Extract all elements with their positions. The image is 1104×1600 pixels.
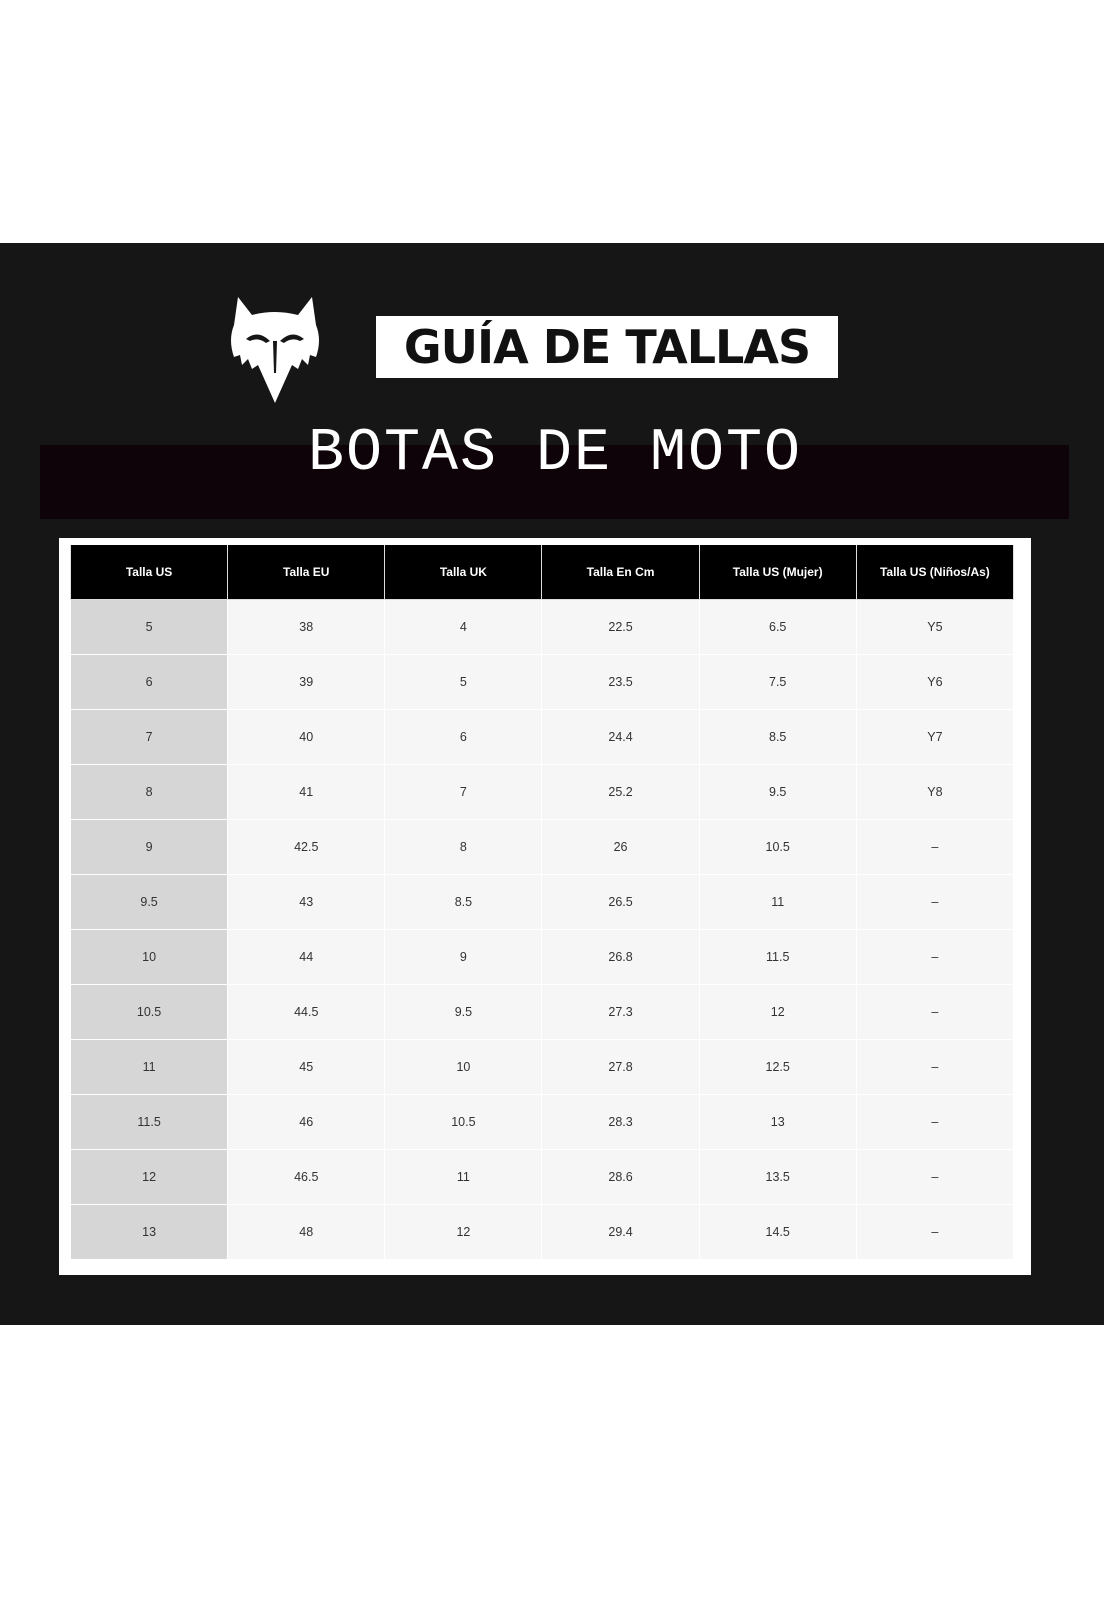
- table-cell: 27.8: [541, 1039, 700, 1095]
- table-cell: Y6: [855, 654, 1015, 710]
- table-row: 8 41 7 25.2 9.5 Y8: [69, 764, 1015, 820]
- table-cell: 43: [227, 874, 386, 930]
- table-cell: 28.6: [541, 1149, 700, 1205]
- page-title: GUÍA DE TALLAS: [403, 320, 811, 374]
- table-row: 12 46.5 11 28.6 13.5–: [69, 1149, 1015, 1205]
- column-header: Talla En Cm: [541, 545, 700, 600]
- table-cell: 41: [227, 764, 386, 820]
- table-cell: 7: [384, 764, 543, 820]
- table-row: 9.5 43 8.5 26.5 11–: [69, 874, 1015, 930]
- table-cell: 22.5: [541, 599, 700, 655]
- table-cell: 13: [69, 1204, 229, 1260]
- table-cell: 28.3: [541, 1094, 700, 1150]
- table-cell: 13.5: [698, 1149, 857, 1205]
- table-cell: 6.5: [698, 599, 857, 655]
- table-cell: 9.5: [698, 764, 857, 820]
- table-cell: 10.5: [69, 984, 229, 1040]
- table-cell: 4: [384, 599, 543, 655]
- table-cell: 27.3: [541, 984, 700, 1040]
- table-cell: 23.5: [541, 654, 700, 710]
- table-header-row: Talla US Talla EU Talla UK Talla En Cm Talla…: [69, 545, 1015, 600]
- table-cell: Y5: [855, 599, 1015, 655]
- table-cell: 46.5: [227, 1149, 386, 1205]
- table-cell: –: [855, 1039, 1015, 1095]
- table-cell: 12: [384, 1204, 543, 1260]
- table-cell: –: [855, 984, 1015, 1040]
- table-cell: 26.5: [541, 874, 700, 930]
- column-header: Talla EU: [227, 545, 386, 600]
- table-row: 10 44 9 26.8 11.5–: [69, 929, 1015, 985]
- table-cell: Y7: [855, 709, 1015, 765]
- table-cell: 12: [698, 984, 857, 1040]
- table-cell: 5: [69, 599, 229, 655]
- table-cell: 10.5: [384, 1094, 543, 1150]
- table-cell: 11: [384, 1149, 543, 1205]
- fox-head-logo-icon: [231, 297, 319, 403]
- table-cell: 8.5: [384, 874, 543, 930]
- table-cell: 12: [69, 1149, 229, 1205]
- table-cell: 9: [69, 819, 229, 875]
- table-cell: 45: [227, 1039, 386, 1095]
- table-cell: 10: [384, 1039, 543, 1095]
- table-row: 5 38 4 22.5 6.5 Y5: [69, 599, 1015, 655]
- column-header: Talla US: [69, 545, 229, 600]
- table-cell: 11.5: [698, 929, 857, 985]
- table-cell: 25.2: [541, 764, 700, 820]
- table-cell: 10: [69, 929, 229, 985]
- table-cell: 10.5: [698, 819, 857, 875]
- table-cell: 13: [698, 1094, 857, 1150]
- table-cell: 11: [698, 874, 857, 930]
- table-cell: 8: [384, 819, 543, 875]
- table-row: 11 45 10 27.8 12.5–: [69, 1039, 1015, 1095]
- subtitle-stripe: [40, 445, 1069, 519]
- table-cell: 39: [227, 654, 386, 710]
- table-cell: 7: [69, 709, 229, 765]
- table-cell: Y8: [855, 764, 1015, 820]
- table-cell: 44: [227, 929, 386, 985]
- table-cell: 9: [384, 929, 543, 985]
- table-cell: 9.5: [384, 984, 543, 1040]
- table-cell: 44.5: [227, 984, 386, 1040]
- table-cell: 11: [69, 1039, 229, 1095]
- table-cell: 48: [227, 1204, 386, 1260]
- table-cell: 29.4: [541, 1204, 700, 1260]
- table-cell: 8: [69, 764, 229, 820]
- table-row: 7 40 6 24.4 8.5 Y7: [69, 709, 1015, 765]
- table-cell: 6: [384, 709, 543, 765]
- column-header: Talla US (Mujer): [698, 545, 857, 600]
- table-cell: 40: [227, 709, 386, 765]
- table-cell: 26.8: [541, 929, 700, 985]
- title-banner: GUÍA DE TALLAS: [376, 316, 838, 378]
- table-cell: 42.5: [227, 819, 386, 875]
- table-cell: 46: [227, 1094, 386, 1150]
- table-row: 10.5 44.5 9.5 27.3 12–: [69, 984, 1015, 1040]
- column-header: Talla UK: [384, 545, 543, 600]
- table-cell: 6: [69, 654, 229, 710]
- table-cell: –: [855, 819, 1015, 875]
- table-cell: –: [855, 929, 1015, 985]
- table-row: 6 39 5 23.5 7.5 Y6: [69, 654, 1015, 710]
- table-cell: 12.5: [698, 1039, 857, 1095]
- column-header: Talla US (Niños/As): [855, 545, 1015, 600]
- table-cell: –: [855, 1149, 1015, 1205]
- table-cell: 8.5: [698, 709, 857, 765]
- table-cell: 14.5: [698, 1204, 857, 1260]
- table-cell: 11.5: [69, 1094, 229, 1150]
- table-cell: –: [855, 1094, 1015, 1150]
- table-cell: 26: [541, 819, 700, 875]
- table-cell: 9.5: [69, 874, 229, 930]
- table-row: 13 48 12 29.4 14.5–: [69, 1204, 1015, 1260]
- table-cell: 5: [384, 654, 543, 710]
- table-cell: –: [855, 874, 1015, 930]
- table-cell: 24.4: [541, 709, 700, 765]
- size-chart-table: Talla US Talla EU Talla UK Talla En Cm Talla…: [69, 545, 1015, 1260]
- page-subtitle: BOTAS DE MOTO: [307, 420, 803, 488]
- table-cell: 38: [227, 599, 386, 655]
- table-row: 11.5 46 10.5 28.3 13–: [69, 1094, 1015, 1150]
- table-cell: –: [855, 1204, 1015, 1260]
- table-cell: 7.5: [698, 654, 857, 710]
- table-row: 9 42.5 8 26 10.5–: [69, 819, 1015, 875]
